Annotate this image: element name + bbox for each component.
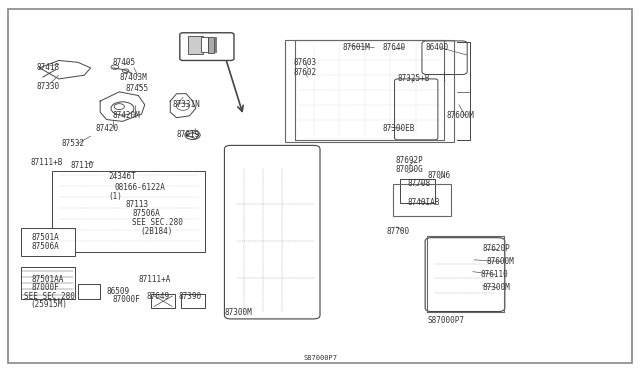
Text: 87455: 87455: [125, 84, 148, 93]
Text: 86509: 86509: [106, 287, 130, 296]
FancyBboxPatch shape: [422, 41, 467, 74]
Text: (2B184): (2B184): [140, 227, 173, 235]
Text: 870N6: 870N6: [427, 171, 450, 180]
Text: 87506A: 87506A: [32, 243, 60, 251]
Text: 87300M: 87300M: [225, 308, 252, 317]
Text: 87110: 87110: [70, 161, 93, 170]
Text: 87532: 87532: [62, 139, 85, 148]
Text: 87325+B: 87325+B: [397, 74, 430, 83]
Text: SEE SEC.280: SEE SEC.280: [24, 292, 75, 301]
Bar: [201, 37, 207, 52]
Text: 87113: 87113: [125, 200, 148, 209]
FancyBboxPatch shape: [394, 79, 438, 140]
Text: 87692P: 87692P: [395, 156, 423, 166]
Bar: [151, 294, 175, 308]
Text: 87649: 87649: [147, 292, 170, 301]
Text: 87601M: 87601M: [342, 43, 370, 52]
Text: 87640: 87640: [383, 43, 406, 52]
Text: S87000P7: S87000P7: [303, 355, 337, 361]
Bar: [188, 36, 204, 54]
Text: 87000G: 87000G: [395, 165, 423, 174]
Bar: [181, 294, 205, 308]
Bar: [285, 40, 454, 142]
Text: 87019: 87019: [177, 130, 200, 139]
Text: 87501AA: 87501AA: [32, 275, 65, 283]
Text: (1): (1): [108, 192, 122, 201]
Bar: [215, 37, 216, 52]
Text: 87111+A: 87111+A: [138, 275, 171, 283]
Text: 08166-6122A: 08166-6122A: [115, 183, 166, 192]
Text: (25915M): (25915M): [30, 300, 67, 310]
Text: 87300EB: 87300EB: [383, 124, 415, 133]
Text: 87403M: 87403M: [119, 73, 147, 81]
Text: 876110: 876110: [481, 270, 508, 279]
Text: 24346T: 24346T: [108, 172, 136, 181]
Text: 87708: 87708: [408, 179, 431, 187]
Text: 87420: 87420: [96, 124, 119, 133]
Bar: [20, 267, 75, 299]
Text: 87331N: 87331N: [172, 100, 200, 109]
Text: 87300M: 87300M: [483, 283, 510, 292]
Bar: [20, 228, 75, 256]
Bar: [399, 179, 435, 203]
Text: S87000P7: S87000P7: [427, 316, 464, 325]
Text: 8740IAB: 8740IAB: [408, 198, 440, 207]
FancyBboxPatch shape: [8, 9, 632, 363]
Bar: [209, 37, 214, 54]
Text: 87390: 87390: [179, 292, 202, 301]
Text: 87603: 87603: [293, 58, 316, 67]
Text: 87418: 87418: [36, 63, 60, 72]
Text: 87600M: 87600M: [487, 257, 515, 266]
Text: 87420M: 87420M: [113, 111, 141, 121]
Bar: [52, 171, 205, 253]
Text: 87000F: 87000F: [113, 295, 141, 304]
Text: 87600M: 87600M: [446, 111, 474, 121]
Text: 87506A: 87506A: [132, 209, 160, 218]
Text: SEE SEC.280: SEE SEC.280: [132, 218, 183, 227]
Text: 87330: 87330: [36, 82, 60, 91]
Bar: [394, 184, 451, 215]
Text: 87111+B: 87111+B: [30, 157, 63, 167]
Text: 87501A: 87501A: [32, 233, 60, 242]
FancyBboxPatch shape: [425, 238, 505, 311]
FancyBboxPatch shape: [225, 145, 320, 319]
Text: 87620P: 87620P: [483, 244, 510, 253]
Text: 87405: 87405: [113, 58, 136, 67]
FancyBboxPatch shape: [180, 33, 234, 61]
Text: 87602: 87602: [293, 68, 316, 77]
Text: 86400: 86400: [425, 43, 448, 52]
Text: 87700: 87700: [387, 227, 410, 235]
Text: 87000F: 87000F: [32, 283, 60, 292]
Bar: [78, 284, 100, 299]
